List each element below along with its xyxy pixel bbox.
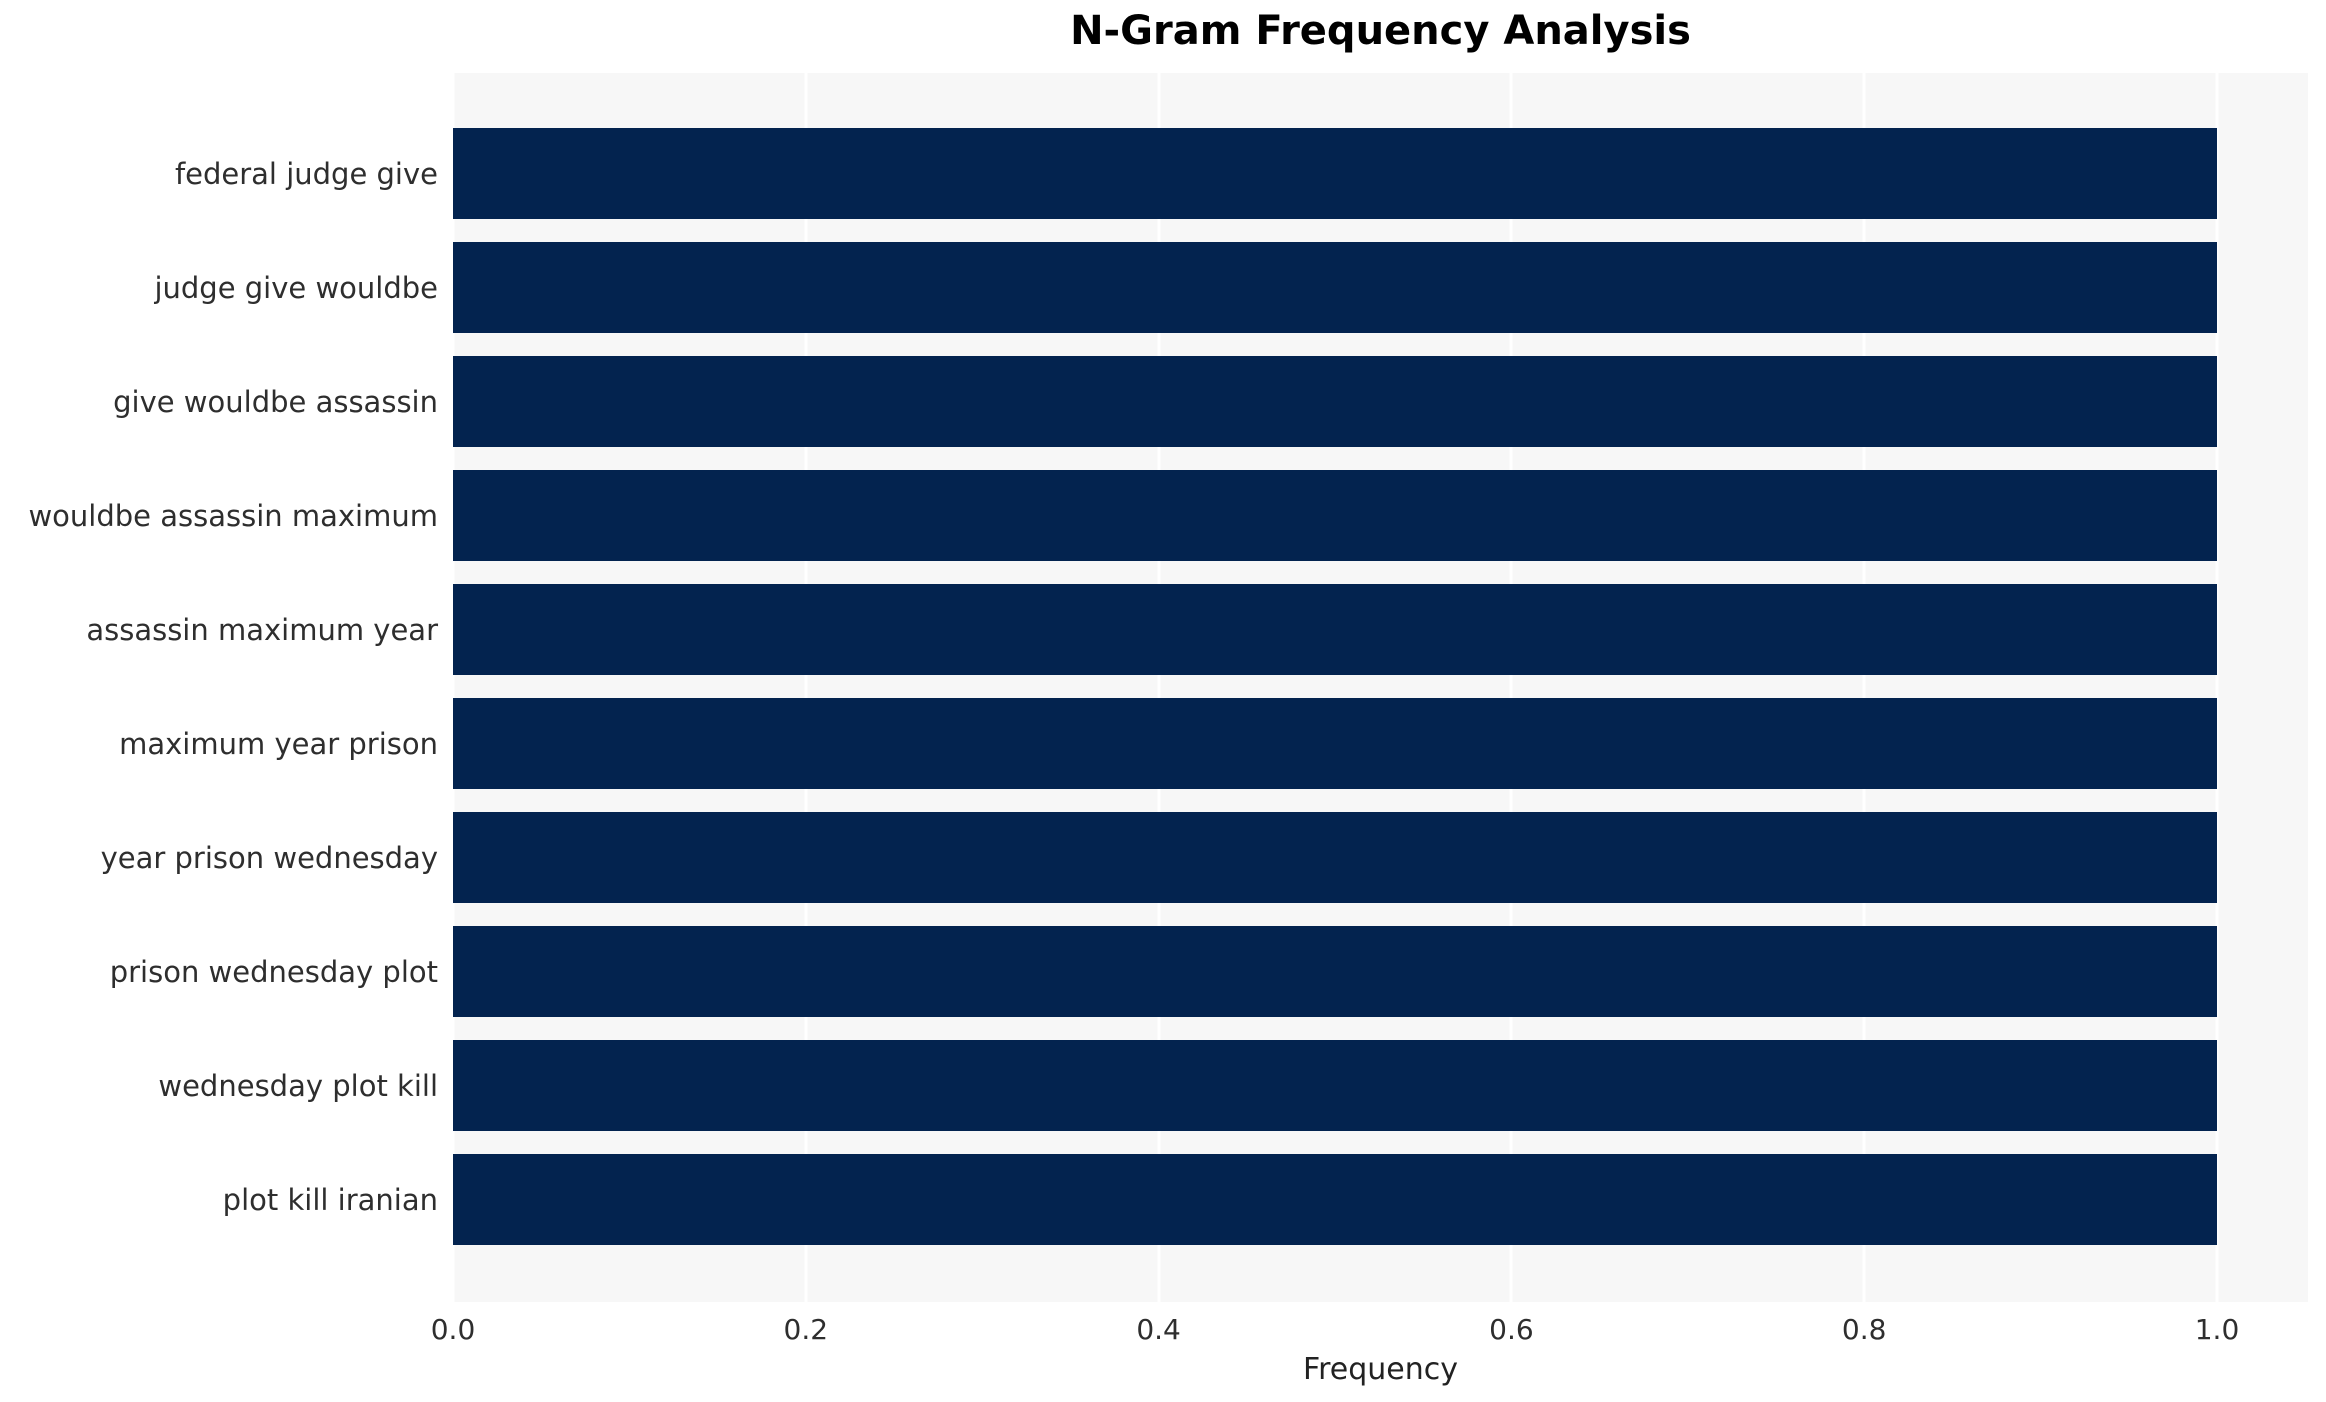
gridline	[1509, 73, 1513, 1302]
x-tick-label: 0.6	[1489, 1313, 1534, 1346]
bar	[453, 584, 2217, 675]
gridline	[453, 73, 455, 1302]
y-axis-label: maximum year prison	[119, 726, 438, 761]
y-axis-label: prison wednesday plot	[109, 954, 438, 989]
chart-title: N-Gram Frequency Analysis	[1070, 8, 1691, 54]
bar	[453, 242, 2217, 333]
gridline	[2215, 73, 2219, 1302]
x-axis-ticks: 0.0 0.2 0.4 0.6 0.8 1.0	[431, 1313, 2308, 1347]
x-tick-label: 0.0	[430, 1313, 476, 1346]
bar	[453, 356, 2217, 447]
x-tick-label: 0.8	[1841, 1313, 1887, 1346]
plot-area	[453, 73, 2308, 1302]
bar	[453, 926, 2217, 1017]
y-axis-label: judge give wouldbe	[154, 270, 438, 305]
gridline	[804, 73, 808, 1302]
y-axis-label: wouldbe assassin maximum	[28, 498, 438, 533]
bar	[453, 1040, 2217, 1131]
y-axis-label: federal judge give	[174, 156, 438, 191]
y-axis-label: assassin maximum year	[86, 612, 438, 647]
bar	[453, 812, 2217, 903]
bar	[453, 698, 2217, 789]
x-tick-label: 1.0	[2194, 1313, 2240, 1346]
gridline	[1862, 73, 1866, 1302]
y-axis-label: year prison wednesday	[100, 840, 438, 875]
bar	[453, 128, 2217, 219]
y-axis-label: give wouldbe assassin	[113, 384, 438, 419]
y-axis-label: plot kill iranian	[222, 1182, 438, 1217]
bar	[453, 470, 2217, 561]
x-tick-label: 0.2	[783, 1313, 829, 1346]
bar	[453, 1154, 2217, 1245]
x-axis-title: Frequency	[1303, 1352, 1458, 1387]
y-axis-label: wednesday plot kill	[158, 1068, 438, 1103]
gridline	[1157, 73, 1161, 1302]
x-tick-label: 0.4	[1136, 1313, 1181, 1346]
